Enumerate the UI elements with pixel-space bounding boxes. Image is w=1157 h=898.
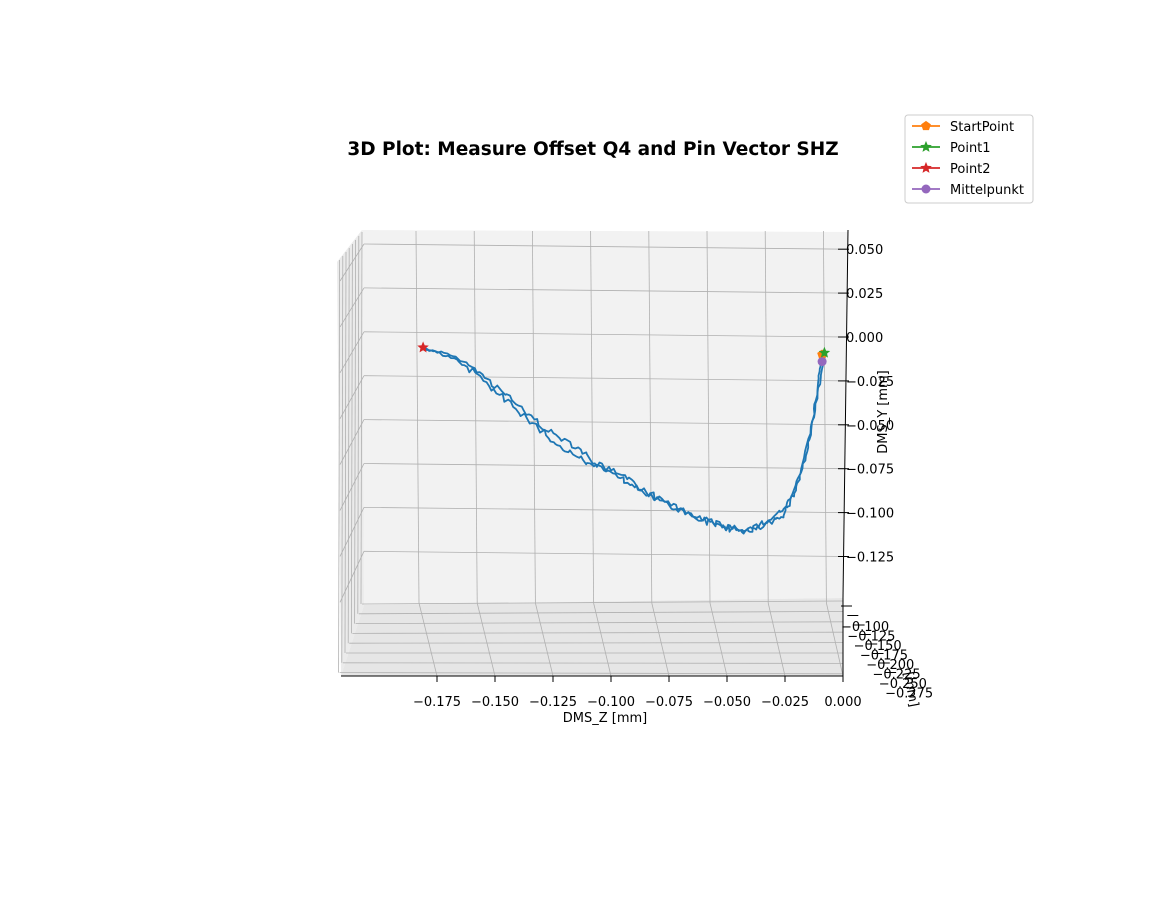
y-gridline [363, 463, 847, 470]
back-pane [362, 230, 848, 605]
left-pane [337, 230, 364, 676]
x-axis-label: DMS_Z [mm] [563, 711, 648, 726]
y-gridline [363, 507, 847, 513]
y-gridline [363, 243, 847, 250]
x-gridline-floor [535, 602, 554, 677]
z-gridline-side [341, 255, 344, 663]
x-gridline-floor [709, 602, 728, 677]
point-point2 [417, 341, 429, 353]
z-gridline-side [338, 259, 341, 673]
z-tick-label: −0.275 [885, 687, 933, 702]
y-tick-label: 0.000 [846, 331, 883, 346]
z-tick-label: −0.125 [847, 630, 895, 645]
z-tick-label: −0.200 [866, 658, 914, 673]
legend-marker [921, 184, 931, 194]
z-gridline-side [344, 251, 347, 654]
y-gridline [363, 550, 847, 557]
x-gridline-floor [593, 602, 612, 677]
x-gridline [706, 230, 711, 604]
x-axis-ticks: −0.175 −0.150 −0.125 −0.100 −0.075 −0.050 −0.0… [413, 676, 862, 710]
z-gridline [361, 600, 844, 605]
y-gridline [363, 419, 847, 426]
z-axis-ticks: −0.100−0.125−0.150−0.175−0.200−0.225−0.2… [841, 605, 933, 702]
y-tick-label: −0.050 [846, 419, 894, 434]
y-gridline [363, 331, 847, 338]
x-tick-label: −0.150 [471, 695, 519, 710]
z-gridline-side [347, 247, 350, 644]
x-gridline-floor [418, 602, 438, 677]
legend-label: Point2 [950, 162, 991, 177]
y-tick-label: −0.125 [846, 551, 894, 566]
x-tick-label: −0.125 [529, 695, 577, 710]
legend-frame [904, 114, 1034, 204]
z-tick-label: −0.150 [854, 639, 902, 654]
y-tick-label: 0.050 [846, 243, 883, 258]
legend-label: Point1 [950, 141, 991, 156]
z-gridline [352, 631, 844, 634]
x-gridline-floor [826, 602, 844, 677]
z-gridline [349, 642, 844, 644]
y-gridline-side [339, 551, 365, 603]
z-gridline-side [354, 239, 357, 624]
x-tick-label: −0.075 [645, 695, 693, 710]
x-gridline-floor [767, 602, 786, 677]
y-tick-label: −0.025 [846, 375, 894, 390]
x-gridline [648, 230, 653, 604]
axis-frame [341, 229, 849, 677]
x-tick-label: −0.050 [703, 695, 751, 710]
legend: StartPoint Point1 Point2 Mittelpunkt [904, 114, 1034, 204]
legend-marker [920, 161, 932, 173]
z-gridline [339, 672, 844, 675]
x-tick-label: −0.025 [761, 695, 809, 710]
x-gridline [532, 230, 536, 604]
x-gridline [590, 230, 594, 604]
x-gridline [415, 230, 420, 604]
z-gridline [355, 621, 844, 624]
gridlines [338, 230, 847, 677]
z-gridline-side [357, 235, 360, 614]
y-tick-label: 0.025 [846, 287, 883, 302]
series-line-1 [422, 346, 826, 533]
x-tick-label: 0.000 [824, 695, 861, 710]
z-tick-label: −0.100 [841, 620, 889, 635]
x-tick-label: −0.100 [587, 695, 635, 710]
x-gridline [473, 230, 478, 604]
legend-marker [921, 120, 931, 131]
z-tick-label: −0.175 [860, 649, 908, 664]
point-point1 [818, 346, 831, 358]
legend-marker [920, 140, 932, 152]
x-tick-label: −0.175 [413, 695, 461, 710]
x-gridline-floor [651, 602, 670, 677]
y-axis-label: DMS_Y [mm] [876, 370, 891, 454]
point-mittelpunkt [817, 357, 827, 367]
z-tick-label: −0.250 [879, 677, 927, 692]
x-gridline [764, 230, 769, 604]
y-tick-label: −0.100 [846, 507, 894, 522]
y-tick-label: −0.075 [846, 463, 894, 478]
z-gridline-side [360, 231, 363, 605]
z-axis-label: [mm] [900, 671, 921, 709]
z-gridline [342, 662, 844, 664]
y-gridline [363, 287, 847, 294]
floor-pane [341, 598, 843, 676]
legend-label: Mittelpunkt [950, 183, 1024, 198]
chart-title: 3D Plot: Measure Offset Q4 and Pin Vecto… [347, 139, 838, 160]
y-gridline [363, 375, 847, 382]
z-gridline-side [350, 243, 353, 634]
marker-points [417, 341, 831, 367]
y-axis-ticks: 0.050 0.025 0.000 −0.025 −0.050 −0.075 −0.100 −… [838, 243, 894, 566]
legend-label: StartPoint [950, 120, 1014, 135]
legend-entries: StartPoint Point1 Point2 Mittelpunkt [912, 120, 1024, 198]
z-tick-label: −0.225 [873, 668, 921, 683]
x-gridline-floor [476, 602, 496, 677]
z-gridline [358, 611, 844, 615]
data-series [420, 346, 826, 535]
